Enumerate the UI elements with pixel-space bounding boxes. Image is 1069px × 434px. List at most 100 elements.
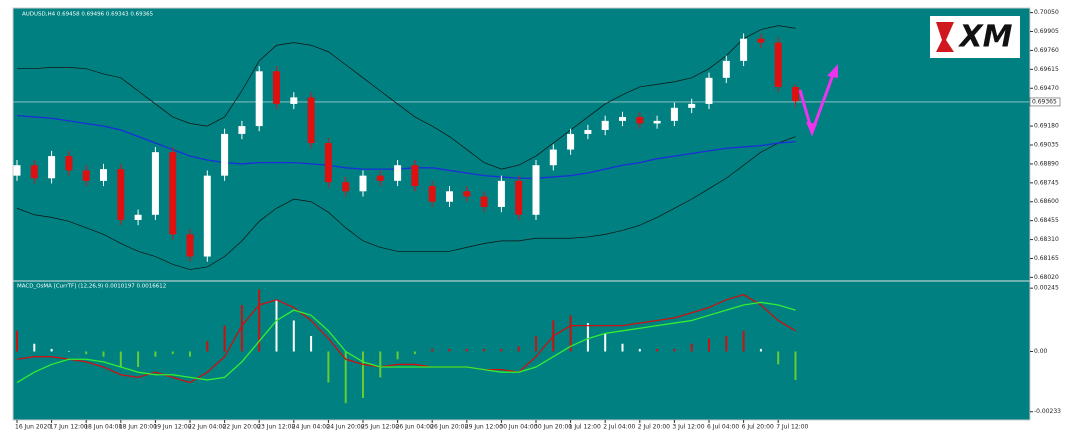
logo-mark [936,22,954,52]
candle-body [532,165,540,215]
candle-body [740,38,748,61]
y-tick-label: 0.69615 [1034,66,1059,73]
arrow-head [827,64,838,78]
histogram-bar [586,323,589,352]
x-tick-label: 16 Jun 2020 [15,424,51,431]
candle-body [221,133,229,176]
last-price-label: 0.69365 [1032,98,1057,105]
candle-body [619,116,626,121]
macd-line [16,301,796,384]
histogram-bar [500,348,503,352]
histogram-bar [638,348,641,352]
x-tick-label: 30 Jun 04:00 [499,424,537,431]
y-tick-label: 0.69760 [1034,47,1059,54]
histogram-bar [223,325,226,352]
indicator-line [17,25,796,170]
histogram-bar [154,351,157,357]
histogram-bar [33,343,36,352]
y-tick-label: 0.68310 [1034,236,1059,243]
histogram-bar [794,351,797,380]
y-tick-label: 0.68890 [1034,160,1059,167]
histogram-bar [673,348,676,352]
candle-body [394,165,402,181]
x-tick-label: 6 Jul 04:00 [707,424,739,431]
candle-body [480,196,488,207]
logo: XM [930,16,1020,58]
arrow-annotation [798,64,838,137]
plot-border [12,7,1031,421]
candle-body [342,182,350,192]
histogram-bar [327,351,330,383]
last-price-box [1029,97,1061,107]
y-tick-label: 0.68600 [1034,198,1059,205]
histogram-bar [604,333,607,352]
candle-body [774,42,782,87]
histogram-bar [16,330,18,352]
histogram-bar [448,348,451,352]
candle-body [636,116,644,124]
candle-body [82,170,90,181]
indicator-line [16,136,796,270]
x-tick-label: 2 Jul 04:00 [603,424,635,431]
histogram-bar [362,351,364,399]
x-tick-label: 30 Jun 20:00 [534,424,572,431]
histogram-bar [708,338,710,352]
histogram-bar [189,351,191,357]
candle-body [549,149,557,166]
x-tick-label: 29 Jun 12:00 [465,424,503,431]
histogram-bar [275,299,278,352]
x-tick-label: 1 Jul 12:00 [569,424,601,431]
indicator-line [16,115,796,179]
candle-body [601,120,609,130]
histogram-bar [206,341,209,352]
histogram-bar [759,348,762,352]
chart-title: AUDUSD,H4 0.69458 0.69496 0.69343 0.6936… [22,12,154,18]
histogram-bar [137,351,140,368]
arrow-head [806,122,817,136]
histogram-bar [344,351,347,404]
histogram-bar [483,348,486,352]
candle-body [273,71,280,104]
y-tick-label: 0.69470 [1034,85,1059,92]
x-tick-label: 26 Jun 04:00 [396,424,434,431]
histogram-bar [85,351,88,355]
histogram-bar [656,348,659,352]
histogram-bar [102,351,105,357]
candle-body [705,77,713,104]
x-tick-label: 18 Jun 04:00 [84,424,122,431]
candle-body [169,152,177,235]
x-tick-label: 7 Jul 12:00 [776,424,808,431]
x-tick-label: 3 Jul 12:00 [672,424,704,431]
candle-body [65,156,73,171]
y-tick-label: 0.69035 [1034,142,1059,149]
histogram-bar [396,351,399,360]
histogram-bar [67,351,70,352]
candle-body [376,175,384,181]
histogram-bar [777,351,780,365]
candle-body [688,103,696,108]
y-tick-label: 0.70050 [1034,9,1059,16]
histogram-bar [535,335,537,352]
candle-body [238,126,246,134]
y-tick-label: 0.69905 [1034,28,1059,35]
candle-body [186,234,194,257]
candle-body [290,97,298,104]
histogram-bar [690,343,693,352]
candle-body [255,71,263,127]
histogram-bar [517,346,520,352]
y-tick-label: 0.00245 [1034,285,1059,292]
y-tick-label: 0.69180 [1034,123,1059,130]
candle-body [134,214,142,220]
marks: 0.70050 0.69905 0.69760 0.69615 0.69470 0.691… [13,9,1061,431]
x-tick-label: 19 Jun 12:00 [153,424,191,431]
histogram-bar [171,351,174,355]
x-tick-label: 6 Jul 20:00 [742,424,774,431]
candle-body [428,186,436,202]
candle-body [497,180,505,207]
y-tick-label: 0.68165 [1034,255,1059,262]
x-tick-label: 23 Jun 12:00 [257,424,295,431]
x-tick-label: 17 Jun 12:00 [50,424,88,431]
candle-body [446,191,453,202]
y-tick-label: 0.68020 [1034,274,1059,281]
